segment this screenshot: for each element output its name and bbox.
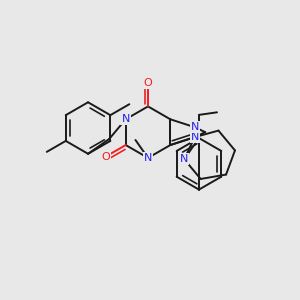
Text: N: N: [144, 153, 152, 163]
Text: O: O: [101, 152, 110, 162]
Text: O: O: [144, 78, 152, 88]
Text: N: N: [190, 132, 199, 142]
Text: N: N: [180, 154, 188, 164]
Text: N: N: [190, 122, 199, 132]
Text: N: N: [122, 114, 130, 124]
